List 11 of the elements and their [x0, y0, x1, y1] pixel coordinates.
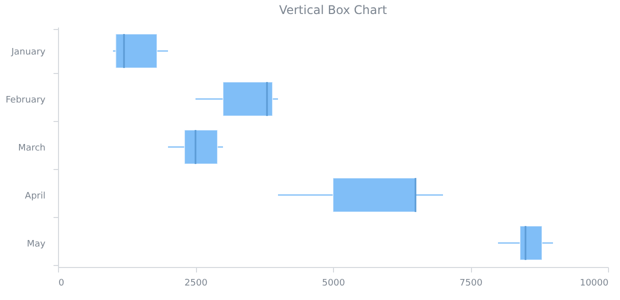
x-tick-label: 2500	[184, 278, 208, 288]
x-tick-label: 0	[58, 278, 64, 288]
y-tick-label: April	[24, 192, 46, 202]
y-tick-label: May	[26, 240, 46, 250]
y-tick-label: March	[18, 144, 46, 154]
y-tick-label: February	[6, 96, 46, 106]
y-tick-label: January	[10, 48, 46, 58]
chart-title: Vertical Box Chart	[279, 3, 388, 17]
x-tick-label: 7500	[460, 278, 483, 288]
x-tick-label: 5000	[322, 278, 346, 288]
x-tick-label: 10000	[580, 278, 609, 288]
